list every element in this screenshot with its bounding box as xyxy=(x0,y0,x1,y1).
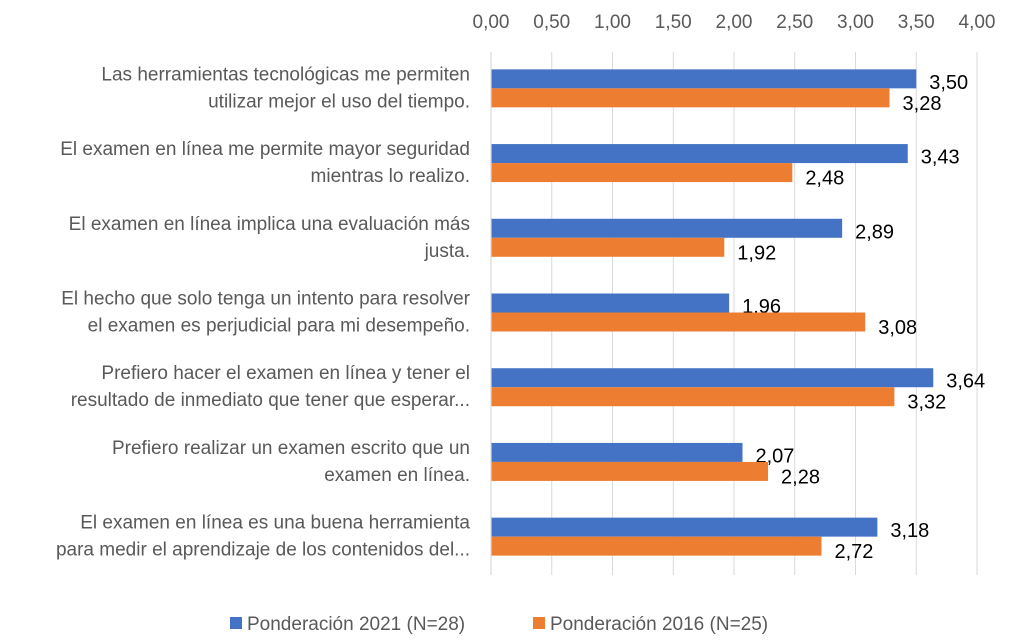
bar-2016 xyxy=(491,237,725,257)
category-label: El examen en línea me permite mayor segu… xyxy=(60,139,470,160)
bar-2016 xyxy=(491,536,822,556)
bar-2021 xyxy=(491,218,843,238)
data-label: 2,72 xyxy=(834,541,873,563)
legend-swatch-2021 xyxy=(230,617,242,629)
category-label: examen en línea. xyxy=(324,465,470,486)
x-tick-label: 2,50 xyxy=(776,12,813,33)
x-tick-label: 4,00 xyxy=(959,12,996,33)
category-label: resultado de inmediato que tener que esp… xyxy=(71,390,470,411)
bar-2021 xyxy=(491,144,908,164)
data-label: 3,08 xyxy=(878,317,917,339)
data-label: 2,89 xyxy=(855,221,894,243)
data-label: 3,18 xyxy=(890,520,929,542)
bar-2016 xyxy=(491,312,866,332)
data-label: 3,32 xyxy=(907,392,946,414)
x-tick-label: 0,50 xyxy=(533,12,570,33)
x-tick-label: 1,50 xyxy=(655,12,692,33)
legend-swatch-2016 xyxy=(533,617,545,629)
bar-2016 xyxy=(491,461,769,481)
category-label: Prefiero hacer el examen en línea y tene… xyxy=(101,363,470,384)
bar-2021 xyxy=(491,368,934,388)
category-label: Las herramientas tecnológicas me permite… xyxy=(101,64,470,85)
bar-2016 xyxy=(491,163,793,183)
bar-2016 xyxy=(491,387,895,407)
category-label: El examen en línea implica una evaluació… xyxy=(69,214,470,235)
category-label: justa. xyxy=(424,241,470,262)
bar-2016 xyxy=(491,88,890,108)
legend-label: Ponderación 2021 (N=28) xyxy=(247,614,465,635)
x-tick-label: 0,00 xyxy=(473,12,510,33)
bar-2021 xyxy=(491,442,743,462)
category-label: mientras lo realizo. xyxy=(311,166,470,187)
bar-2021 xyxy=(491,293,730,313)
data-label: 3,43 xyxy=(921,147,960,169)
category-label: el examen es perjudicial para mi desempe… xyxy=(88,316,470,337)
x-tick-label: 3,00 xyxy=(837,12,874,33)
bar-2021 xyxy=(491,517,878,537)
category-label: El examen en línea es una buena herramie… xyxy=(80,513,470,534)
data-label: 3,64 xyxy=(946,371,985,393)
data-label: 3,28 xyxy=(903,93,942,115)
x-tick-label: 1,00 xyxy=(594,12,631,33)
x-tick-label: 2,00 xyxy=(716,12,753,33)
data-label: 1,92 xyxy=(737,242,776,264)
data-label: 3,50 xyxy=(929,72,968,94)
category-label: utilizar mejor el uso del tiempo. xyxy=(208,91,470,112)
legend-label: Ponderación 2016 (N=25) xyxy=(550,614,768,635)
data-label: 2,28 xyxy=(781,466,820,488)
category-label: para medir el aprendizaje de los conteni… xyxy=(56,540,470,561)
category-label: El hecho que solo tenga un intento para … xyxy=(61,289,470,310)
category-label: Prefiero realizar un examen escrito que … xyxy=(112,438,470,459)
x-tick-label: 3,50 xyxy=(898,12,935,33)
data-label: 2,48 xyxy=(805,168,844,190)
bar-2021 xyxy=(491,69,917,89)
